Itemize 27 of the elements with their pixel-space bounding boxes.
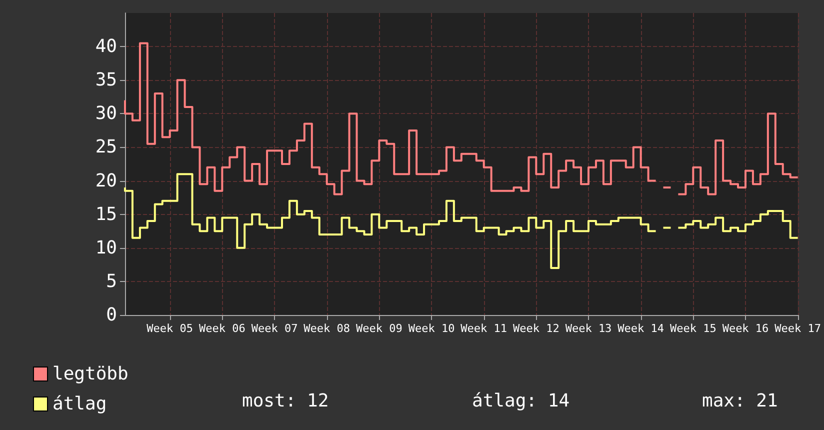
x-tick-label: Week 06 <box>199 322 246 335</box>
y-tick-label: 10 <box>95 237 117 258</box>
text: átlag: 14 <box>472 390 570 412</box>
y-tick-label: 0 <box>106 304 117 326</box>
x-tick-label: Week 17 <box>774 322 821 335</box>
x-tick-label: Week 16 <box>722 322 769 335</box>
y-tick-label: 15 <box>95 204 117 225</box>
y-tick-label: 40 <box>95 36 117 58</box>
x-tick-label: Week 13 <box>565 322 612 335</box>
x-tick-label: Week 11 <box>460 322 508 335</box>
x-tick-label: Week 08 <box>304 322 350 335</box>
text: max: 21 <box>702 390 778 412</box>
x-tick-label: Week 10 <box>408 322 455 335</box>
y-tick-label: 25 <box>95 136 117 158</box>
text: most: 12 <box>242 390 329 412</box>
x-tick-label: Week 05 <box>146 322 194 335</box>
y-tick-label: 30 <box>95 103 117 124</box>
legend-label: legtöbb <box>52 364 128 384</box>
y-tick-label: 35 <box>95 70 117 91</box>
x-tick-label: Week 15 <box>670 322 716 335</box>
x-tick-label: Week 09 <box>356 322 402 335</box>
x-tick-label: Week 12 <box>512 322 560 335</box>
x-tick-label: Week 14 <box>618 322 664 335</box>
y-tick-label: 20 <box>95 170 117 192</box>
y-tick-label: 5 <box>106 270 117 292</box>
legend-label: átlag <box>52 394 107 414</box>
x-tick-label: Week 07 <box>251 322 298 335</box>
